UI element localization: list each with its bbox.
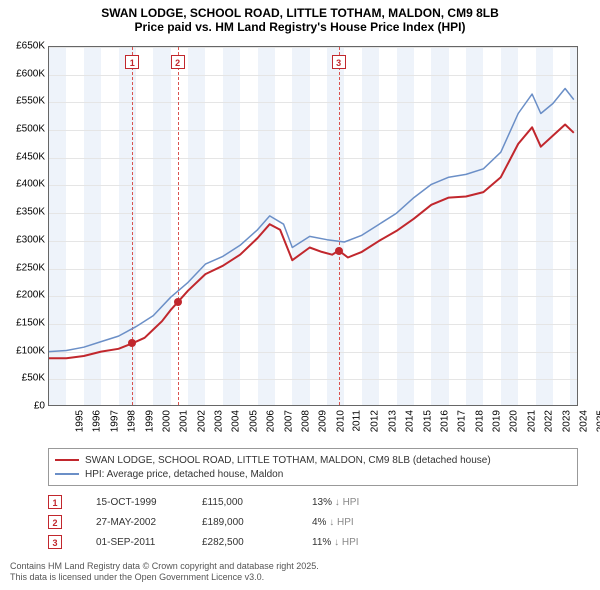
x-tick-label: 1995 [74,410,85,432]
x-tick-label: 2015 [422,410,433,432]
x-tick-label: 2006 [265,410,276,432]
x-tick-label: 2001 [179,410,190,432]
y-tick-label: £250K [1,262,45,273]
sale-row: 3 01-SEP-2011 £282,500 11% ↓ HPI [48,532,578,552]
chart-title: SWAN LODGE, SCHOOL ROAD, LITTLE TOTHAM, … [0,0,600,36]
legend: SWAN LODGE, SCHOOL ROAD, LITTLE TOTHAM, … [48,448,578,486]
legend-swatch [55,473,79,475]
y-tick-label: £50K [1,373,45,384]
x-tick-label: 2003 [213,410,224,432]
footer-line-2: This data is licensed under the Open Gov… [10,572,319,584]
legend-label: SWAN LODGE, SCHOOL ROAD, LITTLE TOTHAM, … [85,455,491,466]
sale-row-diff: 13% ↓ HPI [312,497,432,508]
x-tick-label: 2002 [196,410,207,432]
y-tick-label: £350K [1,207,45,218]
y-tick-label: £500K [1,124,45,135]
x-tick-label: 2010 [335,410,346,432]
sale-row-date: 01-SEP-2011 [72,537,192,548]
title-line-2: Price paid vs. HM Land Registry's House … [10,20,590,34]
sale-row-marker: 3 [48,535,62,549]
sale-row-price: £115,000 [202,497,302,508]
footer-line-1: Contains HM Land Registry data © Crown c… [10,561,319,573]
x-tick-label: 2023 [561,410,572,432]
arrow-down-icon: ↓ HPI [329,517,353,528]
sale-row-marker: 1 [48,495,62,509]
x-tick-label: 2022 [543,410,554,432]
x-tick-label: 2000 [161,410,172,432]
x-tick-label: 2004 [231,410,242,432]
x-tick-label: 2014 [404,410,415,432]
x-tick-label: 2017 [457,410,468,432]
sale-row: 1 15-OCT-1999 £115,000 13% ↓ HPI [48,492,578,512]
arrow-down-icon: ↓ HPI [334,537,358,548]
x-tick-label: 1996 [92,410,103,432]
y-tick-label: £300K [1,234,45,245]
series-line [49,89,574,352]
sale-row-diff: 11% ↓ HPI [312,537,432,548]
y-tick-label: £400K [1,179,45,190]
sale-row-diff: 4% ↓ HPI [312,517,432,528]
x-tick-label: 2007 [283,410,294,432]
x-tick-label: 2009 [318,410,329,432]
x-tick-label: 2012 [370,410,381,432]
x-tick-label: 2011 [352,410,363,432]
sale-row-marker: 2 [48,515,62,529]
y-tick-label: £550K [1,96,45,107]
sale-row-date: 27-MAY-2002 [72,517,192,528]
x-tick-label: 2018 [474,410,485,432]
x-tick-label: 2020 [509,410,520,432]
x-tick-label: 2005 [248,410,259,432]
chart-plot-area: 123 [48,46,578,406]
legend-item: HPI: Average price, detached house, Mald… [55,467,571,481]
x-tick-label: 1997 [109,410,120,432]
sale-row-date: 15-OCT-1999 [72,497,192,508]
y-tick-label: £100K [1,345,45,356]
x-tick-label: 2019 [491,410,502,432]
y-tick-label: £200K [1,290,45,301]
x-tick-label: 2008 [300,410,311,432]
x-tick-label: 2024 [578,410,589,432]
x-tick-label: 2021 [526,410,537,432]
title-line-1: SWAN LODGE, SCHOOL ROAD, LITTLE TOTHAM, … [10,6,590,20]
y-tick-label: £600K [1,68,45,79]
legend-label: HPI: Average price, detached house, Mald… [85,469,283,480]
legend-item: SWAN LODGE, SCHOOL ROAD, LITTLE TOTHAM, … [55,453,571,467]
series-line [49,125,574,359]
sales-table: 1 15-OCT-1999 £115,000 13% ↓ HPI 2 27-MAY-200… [48,492,578,552]
y-tick-label: £450K [1,151,45,162]
x-tick-label: 2013 [387,410,398,432]
sale-row: 2 27-MAY-2002 £189,000 4% ↓ HPI [48,512,578,532]
x-tick-label: 2016 [439,410,450,432]
sale-row-price: £189,000 [202,517,302,528]
x-tick-label: 1999 [144,410,155,432]
sale-row-price: £282,500 [202,537,302,548]
x-tick-label: 1998 [126,410,137,432]
arrow-down-icon: ↓ HPI [335,497,359,508]
legend-swatch [55,459,79,461]
y-tick-label: £0 [1,401,45,412]
y-tick-label: £650K [1,41,45,52]
footer-attribution: Contains HM Land Registry data © Crown c… [10,561,319,584]
x-tick-label: 2025 [596,410,600,432]
series-svg [49,47,577,405]
y-tick-label: £150K [1,317,45,328]
